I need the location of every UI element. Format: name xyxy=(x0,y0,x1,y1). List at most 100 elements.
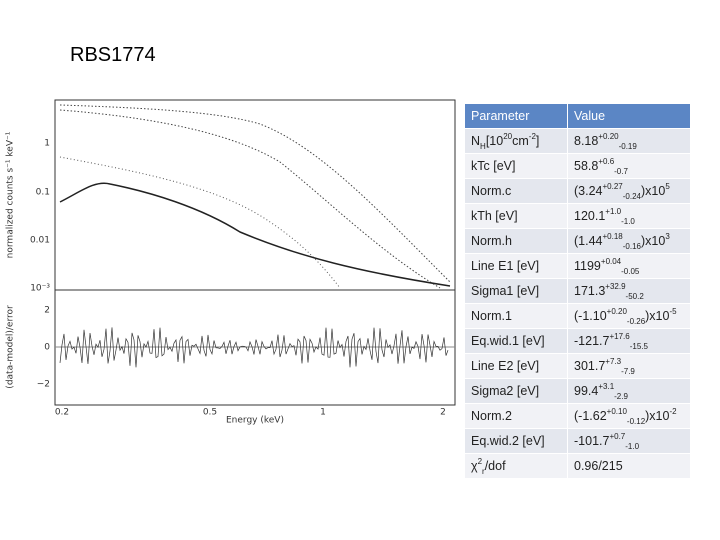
y-tick-label: 0 xyxy=(44,343,50,353)
table-cell: -121.7 +17.6 -15.5 xyxy=(568,329,691,354)
model-curve xyxy=(59,156,341,289)
table-row: Sigma2 [eV] 99.4 +3.1 -2.9 xyxy=(465,379,691,404)
table-row: Norm.h (1.44 +0.18 -0.16)x10 3 xyxy=(465,229,691,254)
cell-text: Sigma2 [eV] xyxy=(471,384,540,398)
table-cell: Eq.wid.2 [eV] xyxy=(465,429,568,454)
table-row: Eq.wid.1 [eV] -121.7 +17.6 -15.5 xyxy=(465,329,691,354)
subscript: -15.5 xyxy=(629,341,648,351)
superscript: +0.04 xyxy=(600,256,622,266)
cell-text: Sigma1 [eV] xyxy=(471,284,540,298)
cell-text: 99.4 xyxy=(574,384,599,398)
table-cell: Eq.wid.1 [eV] xyxy=(465,329,568,354)
x-tick-label: 1 xyxy=(320,408,326,418)
subscript: H xyxy=(480,141,486,151)
y-axis-title: normalized counts s⁻¹ keV⁻¹ xyxy=(6,131,16,258)
model-curve xyxy=(59,109,441,289)
table-cell: 1199 +0.04 -0.05 xyxy=(568,254,691,279)
subscript: -0.05 xyxy=(621,266,640,276)
table-cell: Norm.h xyxy=(465,229,568,254)
cell-text: Norm.h xyxy=(471,234,512,248)
cell-text: /dof xyxy=(484,459,506,473)
cell-text: 120.1 xyxy=(574,209,606,223)
table-cell: Norm.1 xyxy=(465,304,568,329)
subscript: -0.19 xyxy=(618,141,637,151)
superscript: +7.3 xyxy=(605,356,622,366)
y-tick-label: −2 xyxy=(37,380,50,390)
cell-text: )x10 xyxy=(645,309,670,323)
superscript: 20 xyxy=(503,131,513,141)
table-cell: 120.1 +1.0 -1.0 xyxy=(568,204,691,229)
x-tick-label: 2 xyxy=(440,408,446,418)
table-row: χ 2 r/dof 0.96/215 xyxy=(465,454,691,479)
cell-text: 171.3 xyxy=(574,284,606,298)
cell-text: N xyxy=(471,134,481,148)
superscript: +0.6 xyxy=(598,156,615,166)
table-row: Line E2 [eV] 301.7 +7.3 -7.9 xyxy=(465,354,691,379)
table-cell: χ 2 r/dof xyxy=(465,454,568,479)
table-cell: -101.7 +0.7 -1.0 xyxy=(568,429,691,454)
table-row: Norm.1 (-1.10 +0.20 -0.26)x10 -5 xyxy=(465,304,691,329)
y-axis-title: (data-model)/error xyxy=(6,305,16,389)
table-row: kTh [eV] 120.1 +1.0 -1.0 xyxy=(465,204,691,229)
superscript: -2 xyxy=(669,406,677,416)
table-cell: (-1.10 +0.20 -0.26)x10 -5 xyxy=(568,304,691,329)
subscript: -0.12 xyxy=(626,416,646,426)
superscript: +17.6 xyxy=(609,331,630,341)
cell-text: Norm.c xyxy=(471,184,512,198)
superscript: 5 xyxy=(665,181,670,191)
superscript: +32.9 xyxy=(605,281,626,291)
header-text: Parameter xyxy=(471,109,530,123)
table-row: Eq.wid.2 [eV] -101.7 +0.7 -1.0 xyxy=(465,429,691,454)
residual-trace xyxy=(59,327,449,368)
superscript: +0.20 xyxy=(606,306,627,316)
cell-text: (1.44 xyxy=(574,234,603,248)
cell-text: 1199 xyxy=(574,259,601,273)
data-curve xyxy=(59,182,451,287)
table-cell: (3.24 +0.27 -0.24)x10 5 xyxy=(568,179,691,204)
cell-text: kTc [eV] xyxy=(471,159,516,173)
cell-text: -121.7 xyxy=(574,334,610,348)
subscript: -0.7 xyxy=(614,166,628,176)
table-cell: (1.44 +0.18 -0.16)x10 3 xyxy=(568,229,691,254)
x-tick-label: 0.5 xyxy=(203,408,217,418)
superscript: -2 xyxy=(528,131,536,141)
x-tick-label: 0.2 xyxy=(55,408,69,418)
cell-text: )x10 xyxy=(645,409,670,423)
cell-text: 8.18 xyxy=(574,134,599,148)
y-tick-label: 1 xyxy=(44,139,50,149)
table-cell: kTh [eV] xyxy=(465,204,568,229)
superscript: +0.18 xyxy=(602,231,623,241)
table-cell: Sigma1 [eV] xyxy=(465,279,568,304)
superscript: +0.7 xyxy=(609,431,626,441)
table-row: Norm.2 (-1.62 +0.10 -0.12)x10 -2 xyxy=(465,404,691,429)
upper-frame xyxy=(54,99,456,291)
table-cell: 58.8 +0.6 -0.7 xyxy=(568,154,691,179)
table-row: Norm.c (3.24 +0.27 -0.24)x10 5 xyxy=(465,179,691,204)
table-cell: 99.4 +3.1 -2.9 xyxy=(568,379,691,404)
cell-text: -101.7 xyxy=(574,434,610,448)
subscript: -0.16 xyxy=(622,241,641,251)
model-curve xyxy=(59,104,451,283)
superscript: 3 xyxy=(665,231,670,241)
table-cell: Line E1 [eV] xyxy=(465,254,568,279)
superscript: +3.1 xyxy=(598,381,615,391)
cell-text: 301.7 xyxy=(574,359,606,373)
cell-text: (-1.10 xyxy=(574,309,607,323)
table-row: Line E1 [eV] 1199 +0.04 -0.05 xyxy=(465,254,691,279)
header-cell: Value xyxy=(568,104,691,129)
cell-text: Norm.1 xyxy=(471,309,512,323)
cell-text: [10 xyxy=(485,134,504,148)
table-row: Sigma1 [eV] 171.3 +32.9 -50.2 xyxy=(465,279,691,304)
cell-text: kTh [eV] xyxy=(471,209,518,223)
table-cell: kTc [eV] xyxy=(465,154,568,179)
superscript: +0.10 xyxy=(606,406,627,416)
axis-labels: 0.2 0.5 1 2 1 0.1 0.01 10⁻³ 2 0 −2 xyxy=(30,139,446,418)
cell-text: Line E1 [eV] xyxy=(471,259,540,273)
table-cell: 8.18 +0.20 -0.19 xyxy=(568,129,691,154)
table-cell: 0.96/215 xyxy=(568,454,691,479)
superscript: +1.0 xyxy=(605,206,622,216)
superscript: +0.20 xyxy=(598,131,619,141)
